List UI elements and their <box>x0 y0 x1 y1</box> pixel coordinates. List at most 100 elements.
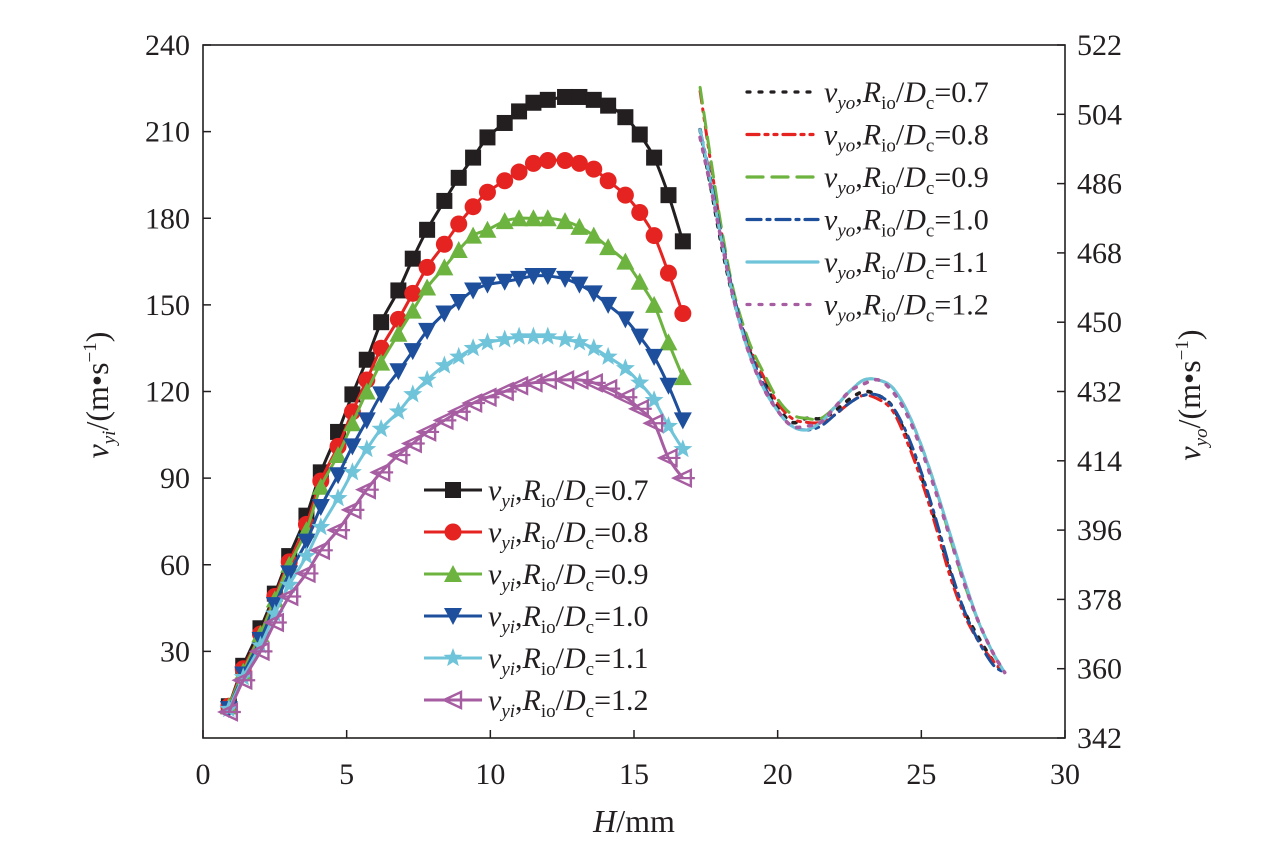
left-y-tick-label: 240 <box>145 29 190 62</box>
legend-right-1.0-slash: / <box>896 204 905 237</box>
left-series-marker-0.8 <box>450 215 468 233</box>
legend-right-0.7-D: D <box>903 76 926 109</box>
legend-right-1.0-var-sub: yo <box>835 221 855 242</box>
left-series-marker-0.7 <box>525 94 542 111</box>
legend-left-axis: vyi,Rio/Dc=0.7vyi,Rio/Dc=0.8vyi,Rio/Dc=0… <box>424 474 649 722</box>
right-y-tick-label: 378 <box>1077 583 1122 616</box>
left-series-marker-1.2 <box>642 413 667 434</box>
left-y-tick-label: 180 <box>145 202 190 235</box>
left-series-marker-0.9 <box>616 252 635 270</box>
legend-right-1.2-label: vyo,Rio/Dc=1.2 <box>824 289 989 327</box>
right-y-tick-label: 468 <box>1077 237 1122 270</box>
left-series-marker-1.2 <box>432 410 457 431</box>
right-y-tick-label: 360 <box>1077 653 1122 686</box>
left-series-marker-1.1 <box>644 390 664 409</box>
legend-left-1.0-sep: , <box>515 600 523 633</box>
legend-left-marker-0.9 <box>444 565 462 582</box>
legend-right-1.2-slash: / <box>896 289 905 322</box>
left-series-marker-0.8 <box>435 235 453 253</box>
legend-left-1.0-D: D <box>563 600 586 633</box>
legend-right-0.8-R: R <box>862 119 881 152</box>
left-y-tick-label: 30 <box>160 635 190 668</box>
left-series-marker-0.9 <box>418 278 437 296</box>
legend-left-0.7-label: vyi,Rio/Dc=0.7 <box>488 474 649 512</box>
legend-right-0.9-D: D <box>903 161 926 194</box>
legend-right-1.2-R-sub: io <box>881 306 896 327</box>
x-tick-label: 25 <box>906 758 936 791</box>
legend-left-1.1-var-sub: yi <box>499 659 515 680</box>
left-series-marker-1.2 <box>613 387 638 408</box>
left-series-marker-0.9 <box>343 414 362 432</box>
legend-left-0.9-slash: / <box>556 558 565 591</box>
left-series-marker-0.7 <box>571 88 588 105</box>
left-series-marker-1.0 <box>659 377 678 395</box>
left-y-tick-label: 90 <box>160 462 190 495</box>
left-series-marker-1.0 <box>645 348 664 366</box>
left-series-marker-1.0 <box>538 268 557 285</box>
legend-right-1.2-sep: , <box>855 289 863 322</box>
left-series-marker-1.1 <box>659 416 678 435</box>
legend-left-1.1-sep: , <box>515 642 523 675</box>
left-series-marker-0.9 <box>524 209 543 227</box>
right-y-axis-label-sup: −1 <box>1172 340 1193 360</box>
right-y-tick-label: 342 <box>1077 722 1122 755</box>
left-series-marker-1.1 <box>342 462 362 481</box>
legend-left-1.0-D-sub: c <box>586 617 594 638</box>
left-series-marker-1.0 <box>556 270 575 288</box>
left-series-marker-1.1 <box>630 372 650 391</box>
legend-left-1.0-var: v <box>488 600 502 633</box>
left-series-marker-1.0 <box>524 268 543 285</box>
left-series-marker-1.1 <box>555 329 575 348</box>
right-y-tick-label: 522 <box>1077 29 1122 62</box>
legend-right-0.8-var: v <box>824 119 838 152</box>
legend-left-1.0-value: =1.0 <box>594 600 648 633</box>
left-series-marker-1.2 <box>596 378 621 399</box>
legend-left-1.2-R-sub: io <box>541 701 556 722</box>
x-tick-label: 0 <box>196 758 211 791</box>
left-series-marker-1.2 <box>354 479 379 500</box>
left-series-marker-0.9 <box>584 226 603 244</box>
right-axis-series <box>698 85 1007 675</box>
legend-right-1.0-value: =1.0 <box>934 204 988 237</box>
left-series-marker-1.1 <box>328 488 348 507</box>
left-series-marker-0.8 <box>645 227 663 245</box>
legend-right-0.8-slash: / <box>896 119 905 152</box>
legend-left-0.9-R-sub: io <box>541 575 556 596</box>
left-series-marker-1.1 <box>311 517 331 536</box>
left-series-marker-1.2 <box>326 520 351 540</box>
left-series-marker-1.0 <box>570 276 589 294</box>
left-series-marker-1.0 <box>311 499 330 516</box>
left-series-marker-1.0 <box>673 412 692 430</box>
legend-right-0.7-D-sub: c <box>926 93 934 114</box>
legend-left-1.0-var-sub: yi <box>499 617 515 638</box>
left-series-marker-0.8 <box>659 264 677 282</box>
left-series-marker-1.2 <box>231 670 256 691</box>
left-series-marker-1.2 <box>294 563 319 584</box>
left-series-marker-0.8 <box>496 172 514 190</box>
left-series-marker-1.0 <box>449 293 468 311</box>
left-series-marker-0.7 <box>660 187 677 204</box>
left-series-marker-0.7 <box>344 386 361 403</box>
left-series-marker-0.8 <box>599 172 617 190</box>
left-series-marker-0.9 <box>372 353 391 371</box>
legend-left-marker-1.0 <box>444 608 462 625</box>
legend-left-1.2-var-sub: yi <box>499 701 515 722</box>
left-y-axis-label-close: ) <box>79 332 115 343</box>
legend-left-0.7-sep: , <box>515 474 523 507</box>
right-y-tick-label: 504 <box>1077 98 1122 131</box>
left-series-marker-1.1 <box>495 329 515 348</box>
left-y-axis-label: vyi/(m•s−1) <box>79 332 120 459</box>
left-series-marker-1.1 <box>523 326 543 345</box>
legend-right-1.1-D-sub: c <box>926 263 934 284</box>
left-series-marker-1.0 <box>599 296 618 314</box>
left-series-marker-1.1 <box>296 546 316 565</box>
legend-right-0.7-var: v <box>824 76 838 109</box>
legend-left-1.2-D-sub: c <box>586 701 594 722</box>
left-series-marker-0.7 <box>479 129 496 146</box>
left-series-marker-0.9 <box>403 301 422 319</box>
left-series-marker-1.2 <box>217 702 241 722</box>
left-series-marker-1.1 <box>371 419 391 438</box>
legend-left-0.8-slash: / <box>556 516 565 549</box>
